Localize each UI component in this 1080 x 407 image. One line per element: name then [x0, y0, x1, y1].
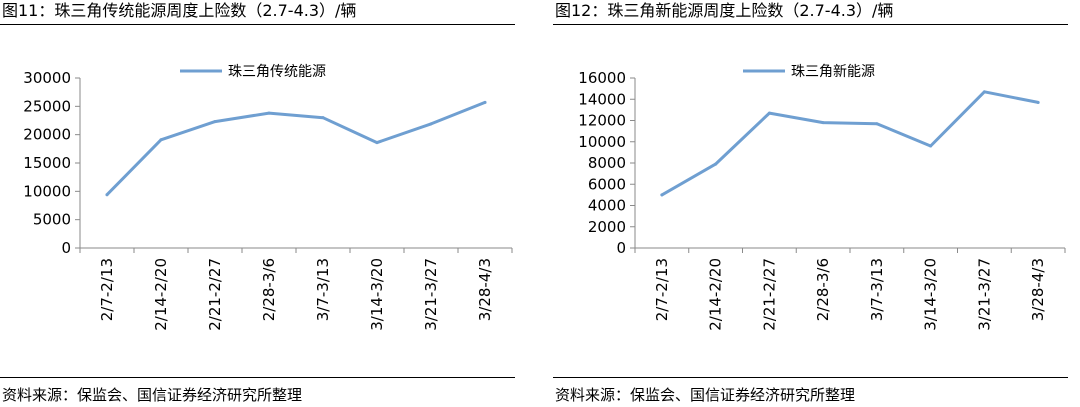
y-tick-label: 5000 [33, 211, 71, 229]
source-note: 资料来源：保监会、国信证券经济研究所整理 [555, 386, 856, 404]
source-divider [0, 377, 515, 378]
x-tick-label: 2/14-2/20 [707, 258, 725, 331]
data-point [1036, 100, 1040, 104]
x-tick-label: 2/28-3/6 [260, 258, 278, 321]
y-tick-label: 6000 [588, 175, 626, 193]
x-tick-label: 2/28-3/6 [814, 258, 832, 321]
y-tick-label: 2000 [588, 218, 626, 236]
x-tick-label: 3/7-3/13 [868, 258, 886, 321]
figure-title: 图11：珠三角传统能源周度上险数（2.7-4.3）/辆 [2, 1, 357, 20]
x-tick-label: 3/28-4/3 [1029, 258, 1047, 321]
x-tick-label: 3/7-3/13 [314, 258, 332, 321]
y-tick-label: 0 [61, 239, 71, 257]
data-point [105, 193, 109, 197]
chart-new-energy: 0 2000 4000 6000 8000 10000 12000 14000 16000 2/7… [578, 64, 1066, 331]
data-point [375, 141, 379, 145]
y-tick-label: 12000 [578, 112, 626, 130]
y-tick-label: 0 [616, 239, 626, 257]
data-point [267, 111, 271, 115]
title-divider [553, 24, 1068, 25]
source-divider [553, 377, 1068, 378]
x-tick-label: 2/21-2/27 [206, 258, 224, 331]
x-tick-label: 3/21-3/27 [422, 258, 440, 331]
y-tick-label: 15000 [23, 154, 71, 172]
x-tick-label: 3/14-3/20 [922, 258, 940, 331]
title-divider [0, 24, 515, 25]
data-point [321, 116, 325, 120]
data-point [982, 90, 986, 94]
chart-traditional-energy: 0 5000 10000 15000 20000 25000 30000 2/7-2/13 2/… [23, 64, 513, 331]
y-tick-label: 10000 [578, 133, 626, 151]
source-note: 资料来源：保监会、国信证券经济研究所整理 [2, 386, 303, 404]
x-tick-label: 3/28-4/3 [476, 258, 494, 321]
y-tick-label: 14000 [578, 90, 626, 108]
data-point [660, 193, 664, 197]
data-point [767, 111, 771, 115]
figure-title: 图12：珠三角新能源周度上险数（2.7-4.3）/辆 [555, 1, 894, 20]
series-line [105, 100, 487, 197]
y-tick-label: 10000 [23, 182, 71, 200]
x-tick-label: 3/21-3/27 [975, 258, 993, 331]
data-point [875, 122, 879, 126]
legend: 珠三角传统能源 [180, 64, 326, 80]
data-point [213, 120, 217, 124]
y-tick-label: 8000 [588, 154, 626, 172]
figure-12-panel: 图12：珠三角新能源周度上险数（2.7-4.3）/辆 0 2000 4000 6000… [553, 0, 1080, 407]
y-tick-label: 16000 [578, 69, 626, 87]
y-tick-label: 4000 [588, 197, 626, 215]
data-point [714, 162, 718, 166]
x-tick-label: 2/14-2/20 [152, 258, 170, 331]
data-point [821, 121, 825, 125]
data-point [159, 138, 163, 142]
data-point [483, 100, 487, 104]
x-tick-label: 2/7-2/13 [653, 258, 671, 321]
legend-label: 珠三角新能源 [791, 64, 875, 80]
legend: 珠三角新能源 [743, 64, 875, 80]
x-tick-label: 2/21-2/27 [760, 258, 778, 331]
y-tick-label: 20000 [23, 126, 71, 144]
figure-11-panel: 图11：珠三角传统能源周度上险数（2.7-4.3）/辆 0 5000 10000 15… [0, 0, 527, 407]
x-tick-label: 2/7-2/13 [98, 258, 116, 321]
y-tick-label: 30000 [23, 69, 71, 87]
y-tick-label: 25000 [23, 97, 71, 115]
x-tick-label: 3/14-3/20 [368, 258, 386, 331]
legend-label: 珠三角传统能源 [228, 64, 326, 80]
series-line [660, 90, 1040, 197]
data-point [429, 122, 433, 126]
data-point [929, 144, 933, 148]
